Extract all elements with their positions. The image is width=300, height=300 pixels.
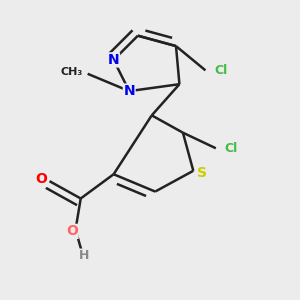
Text: CH₃: CH₃ <box>61 67 83 77</box>
Text: O: O <box>66 224 78 239</box>
Text: S: S <box>197 166 207 179</box>
Text: Cl: Cl <box>214 64 228 77</box>
Text: H: H <box>79 249 89 262</box>
Text: O: O <box>35 172 47 186</box>
Text: N: N <box>123 84 135 98</box>
Text: N: N <box>108 53 119 67</box>
Text: Cl: Cl <box>225 142 238 155</box>
